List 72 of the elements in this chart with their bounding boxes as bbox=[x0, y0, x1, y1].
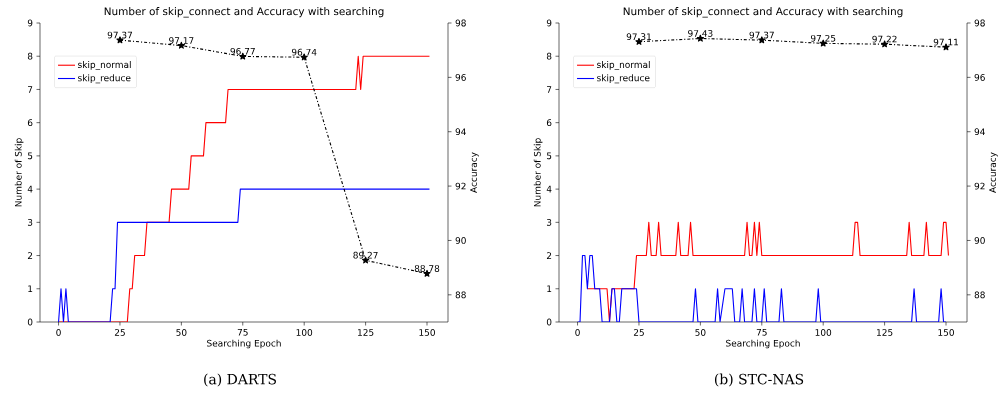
y-tick-label: 2 bbox=[27, 252, 33, 259]
x-tick-label: 100 bbox=[296, 329, 313, 336]
x-tick-label: 50 bbox=[176, 329, 187, 336]
y2-tick-label: 92 bbox=[455, 182, 466, 190]
data-label: 89.27 bbox=[353, 251, 378, 259]
y-tick-label: 9 bbox=[27, 19, 33, 27]
data-label: 97.43 bbox=[688, 30, 713, 37]
y-tick-label: 5 bbox=[546, 152, 552, 160]
y-tick-label: 4 bbox=[546, 185, 552, 193]
x-tick-label: 0 bbox=[575, 329, 580, 336]
y-tick-label: 8 bbox=[546, 52, 552, 60]
y-tick-label: 6 bbox=[546, 119, 552, 127]
y-tick-label: 0 bbox=[546, 318, 552, 326]
legend-label: skip_reduce bbox=[78, 74, 131, 84]
y-tick-label: 3 bbox=[546, 218, 552, 226]
y-tick-label: 1 bbox=[28, 285, 33, 293]
y2-tick-label: 92 bbox=[974, 182, 985, 190]
data-label: 96.74 bbox=[291, 48, 317, 56]
data-label: 97.11 bbox=[933, 38, 959, 46]
data-label: 96.77 bbox=[230, 47, 255, 55]
data-label: 97.17 bbox=[169, 37, 194, 44]
y2-tick-label: 98 bbox=[974, 19, 985, 27]
x-tick-label: 100 bbox=[815, 329, 832, 336]
legend-label: skip_reduce bbox=[597, 74, 650, 84]
y2-axis-title: Accuracy bbox=[989, 152, 998, 193]
y2-tick-label: 88 bbox=[974, 291, 985, 299]
text: (a) DARTS bbox=[204, 373, 276, 387]
x-tick-label: 25 bbox=[633, 329, 644, 336]
y-tick-label: 2 bbox=[546, 252, 552, 259]
y-tick-label: 1 bbox=[547, 285, 552, 293]
x-axis-title: Searching Epoch bbox=[207, 339, 281, 349]
y2-tick-label: 90 bbox=[974, 237, 985, 244]
y-tick-label: 7 bbox=[28, 86, 33, 93]
y-tick-label: 4 bbox=[27, 185, 33, 193]
data-label: 97.37 bbox=[107, 31, 133, 39]
y2-axis-title: Accuracy bbox=[470, 152, 479, 193]
x-tick-label: 75 bbox=[237, 329, 248, 336]
y-axis-title: Number of Skip bbox=[14, 138, 24, 207]
x-axis-title: Searching Epoch bbox=[726, 339, 800, 349]
y2-tick-label: 98 bbox=[455, 19, 466, 27]
y2-tick-label: 96 bbox=[455, 73, 466, 81]
y-tick-label: 3 bbox=[27, 218, 33, 226]
chart-title: Number of skip_connect and Accuracy with searching bbox=[623, 7, 903, 18]
x-tick-label: 0 bbox=[56, 329, 61, 336]
data-label: 97.25 bbox=[810, 34, 836, 42]
y-tick-label: 6 bbox=[27, 119, 33, 127]
data-label: 97.37 bbox=[749, 31, 774, 39]
y-tick-label: 5 bbox=[27, 152, 33, 160]
y2-tick-label: 90 bbox=[455, 237, 466, 244]
y2-tick-label: 94 bbox=[455, 128, 466, 136]
x-tick-label: 150 bbox=[419, 329, 435, 336]
chart-title: Number of skip_connect and Accuracy with searching bbox=[104, 7, 384, 18]
text: (b) STC-NAS bbox=[714, 373, 804, 387]
x-tick-label: 150 bbox=[938, 329, 954, 336]
data-label: 88.78 bbox=[414, 265, 440, 272]
y2-tick-label: 96 bbox=[974, 73, 985, 81]
y-tick-label: 9 bbox=[546, 19, 552, 27]
x-tick-label: 125 bbox=[877, 329, 893, 336]
y-axis-title: Number of Skip bbox=[533, 138, 543, 207]
y-tick-label: 7 bbox=[547, 86, 552, 93]
y2-tick-label: 88 bbox=[455, 291, 466, 299]
x-tick-label: 75 bbox=[756, 329, 767, 336]
y-tick-label: 8 bbox=[27, 52, 33, 60]
x-tick-label: 50 bbox=[695, 329, 706, 336]
y-tick-label: 0 bbox=[27, 318, 33, 326]
data-label: 97.31 bbox=[626, 33, 651, 41]
x-tick-label: 25 bbox=[114, 329, 125, 336]
data-label: 97.22 bbox=[872, 35, 897, 43]
legend-label: skip_normal bbox=[597, 61, 650, 70]
y2-tick-label: 94 bbox=[974, 128, 985, 136]
x-tick-label: 125 bbox=[358, 329, 374, 336]
legend-label: skip_normal bbox=[78, 61, 131, 70]
